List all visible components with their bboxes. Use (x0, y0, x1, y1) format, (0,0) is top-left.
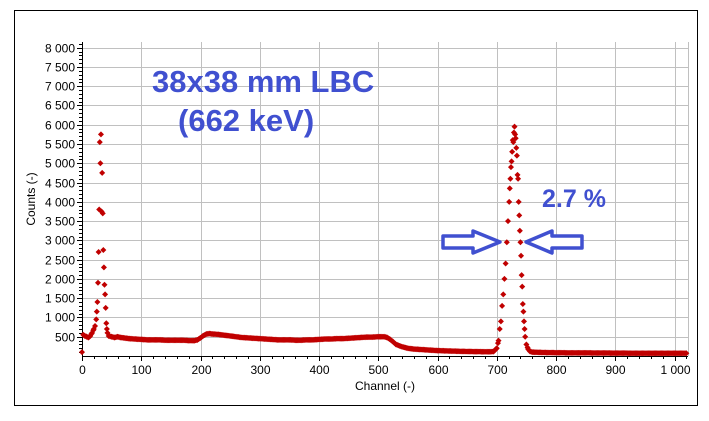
data-point (506, 185, 513, 192)
y-tick-label: 1 500 (45, 292, 75, 306)
x-tick-label: 600 (428, 363, 448, 377)
resolution-annotation: 2.7 % (542, 185, 606, 213)
data-point (499, 302, 506, 309)
data-point (507, 175, 514, 182)
y-tick-label: 7 500 (45, 61, 75, 75)
x-tick-label: 500 (368, 363, 388, 377)
data-point (94, 299, 101, 306)
y-tick-label: 3 000 (45, 234, 75, 248)
data-point (511, 123, 518, 130)
data-point (518, 272, 525, 279)
data-point (103, 326, 110, 333)
y-tick-label: 6 000 (45, 119, 75, 133)
y-tick-label: 7 000 (45, 80, 75, 94)
data-point (505, 218, 512, 225)
y-tick-label: 4 000 (45, 196, 75, 210)
data-point (513, 144, 520, 151)
data-point (521, 326, 528, 333)
data-point (509, 148, 516, 155)
data-point (100, 264, 107, 271)
data-point (510, 139, 517, 146)
data-point (95, 248, 102, 255)
grid (82, 42, 689, 356)
data-point (516, 212, 523, 219)
x-tick-label: 1 000 (660, 363, 690, 377)
data-point (99, 169, 106, 176)
detector-annotation: 38x38 mm LBC (152, 64, 374, 99)
data-point (513, 152, 520, 159)
x-tick-label: 900 (605, 363, 625, 377)
axes (77, 42, 688, 361)
y-axis-label: Counts (-) (24, 172, 38, 225)
y-tick-label: 500 (55, 331, 75, 345)
data-point (519, 300, 526, 307)
data-points (79, 123, 690, 357)
x-tick-label: 800 (546, 363, 566, 377)
data-point (96, 139, 103, 146)
x-tick-label: 100 (131, 363, 151, 377)
data-point (514, 171, 521, 178)
data-point (97, 160, 104, 167)
data-point (521, 318, 528, 325)
y-tick-label: 2 000 (45, 273, 75, 287)
data-point (102, 291, 109, 298)
data-point (516, 227, 523, 234)
data-point (93, 308, 100, 315)
x-tick-label: 0 (79, 363, 86, 377)
data-point (508, 158, 515, 165)
data-point (515, 198, 522, 205)
y-tick-label: 5 000 (45, 157, 75, 171)
data-point (500, 291, 507, 298)
data-point (506, 198, 513, 205)
data-point (493, 345, 500, 352)
data-point (512, 135, 519, 142)
data-point (495, 337, 502, 344)
data-point (97, 131, 104, 138)
data-point (100, 247, 107, 254)
x-tick-label: 300 (250, 363, 270, 377)
y-tick-label: 6 500 (45, 99, 75, 113)
data-point (501, 275, 508, 282)
data-point (519, 283, 526, 290)
data-point (502, 260, 509, 267)
data-point (522, 333, 529, 340)
data-point (101, 281, 108, 288)
data-point (103, 320, 110, 327)
data-point (512, 131, 519, 138)
data-point (503, 239, 510, 246)
data-point (102, 304, 109, 311)
x-tick-label: 200 (191, 363, 211, 377)
data-point (520, 308, 527, 315)
right-arrow-icon (441, 229, 502, 255)
data-point (515, 175, 522, 182)
data-point (93, 316, 100, 323)
y-tick-label: 1 000 (45, 311, 75, 325)
energy-annotation: (662 keV) (178, 103, 314, 138)
y-tick-labels: 500 1 000 1 500 2 000 2 500 3 000 3 500 4 000 4 … (45, 42, 75, 345)
data-point (683, 350, 690, 357)
data-point (517, 239, 524, 246)
y-tick-label: 8 000 (45, 42, 75, 56)
data-point (99, 210, 106, 217)
y-tick-label: 4 500 (45, 177, 75, 191)
y-tick-label: 5 500 (45, 138, 75, 152)
x-tick-label: 400 (309, 363, 329, 377)
data-point (497, 318, 504, 325)
y-tick-label: 2 500 (45, 254, 75, 268)
data-point (518, 252, 525, 259)
data-point (79, 349, 85, 356)
data-point (92, 322, 99, 329)
x-tick-labels: 0 100 200 300 400 500 600 700 800 900 1 000 (79, 363, 691, 377)
y-tick-label: 3 500 (45, 215, 75, 229)
x-axis-label: Channel (-) (355, 379, 415, 393)
left-arrow-icon (524, 229, 584, 255)
data-point (507, 164, 514, 171)
data-point (496, 326, 503, 333)
data-point (94, 279, 101, 286)
x-tick-label: 700 (487, 363, 507, 377)
